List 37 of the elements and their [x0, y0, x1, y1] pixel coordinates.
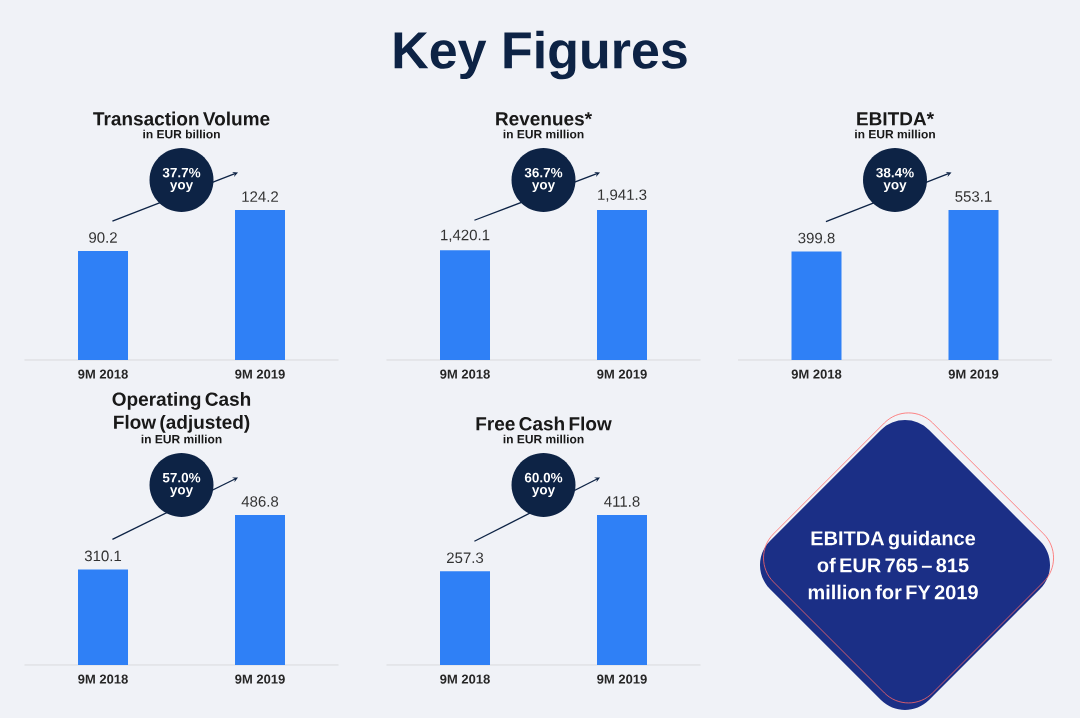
chart-subtitle: in EUR million — [503, 129, 584, 139]
data-label: 1,420.1 — [441, 229, 490, 243]
data-label: 486.8 — [241, 496, 279, 507]
text: Key Figures — [394, 30, 687, 80]
chart-title: EBITDA* — [857, 112, 935, 126]
chart-subtitle: in EUR million — [503, 434, 584, 444]
data-label: 124.2 — [242, 191, 279, 202]
text: 60.0% yoy — [524, 472, 563, 498]
x-tick-label: 9M 2019 — [235, 369, 285, 379]
chart-subtitle: in EUR million — [855, 129, 935, 139]
x-tick-label: 9M 2019 — [597, 369, 647, 379]
text: 36.7% yoy — [524, 167, 563, 193]
x-tick-label: 9M 2019 — [235, 674, 285, 684]
x-tick-label: 9M 2018 — [791, 369, 842, 379]
data-label: 553.1 — [955, 191, 992, 202]
chart-subtitle: in EUR billion — [143, 129, 220, 139]
x-tick-label: 9M 2018 — [440, 674, 490, 684]
chart-subtitle: in EUR million — [141, 434, 222, 444]
data-label: 90.2 — [89, 232, 117, 243]
data-label: 399.8 — [798, 232, 835, 244]
data-label: 257.3 — [446, 552, 484, 564]
text: EBITDA guidance of EUR 765 – 815 million for FY 2019 — [808, 530, 978, 600]
chart-title: Transaction Volume — [93, 111, 270, 126]
data-label: 1,941.3 — [598, 189, 647, 202]
data-label: 310.1 — [84, 550, 122, 562]
chart-title: Revenues* — [496, 112, 593, 126]
x-tick-label: 9M 2018 — [78, 369, 128, 379]
chart-title: Free Cash Flow — [476, 416, 612, 431]
x-tick-label: 9M 2018 — [78, 674, 128, 684]
text: 38.4% yoy — [876, 167, 914, 193]
chart-title: Operating Cash Flow (adjusted) — [112, 391, 251, 433]
text: 37.7% yoy — [162, 167, 201, 193]
data-label: 411.8 — [604, 496, 640, 507]
text: 57.0% yoy — [162, 472, 201, 498]
x-tick-label: 9M 2018 — [440, 369, 490, 379]
x-tick-label: 9M 2019 — [597, 674, 647, 684]
x-tick-label: 9M 2019 — [948, 369, 999, 379]
